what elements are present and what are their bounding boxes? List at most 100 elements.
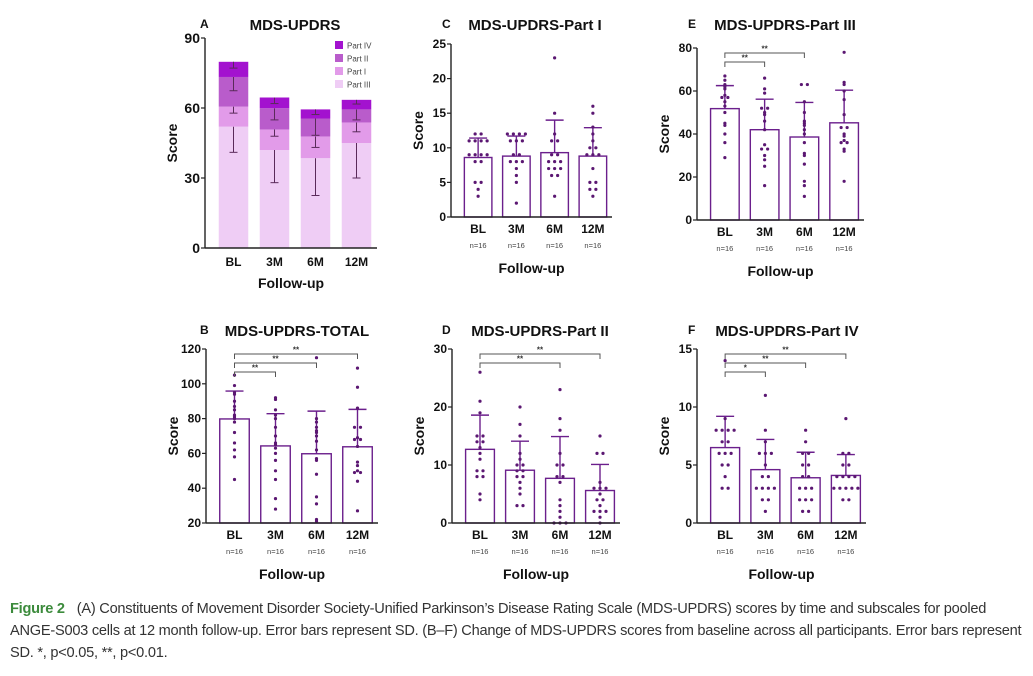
data-point — [723, 359, 727, 363]
data-point — [514, 201, 518, 205]
data-point — [845, 141, 849, 145]
data-point — [598, 434, 602, 438]
data-point — [595, 498, 599, 502]
data-point — [804, 486, 808, 490]
data-point — [763, 463, 767, 467]
panel-letter: B — [200, 323, 209, 337]
y-tick-label: 60 — [679, 84, 693, 98]
data-point — [842, 98, 846, 102]
significance-label: ** — [272, 355, 279, 364]
data-point — [850, 486, 854, 490]
data-point — [604, 509, 608, 513]
data-point — [517, 132, 521, 136]
data-point — [511, 153, 515, 157]
x-tick-label: BL — [472, 528, 488, 542]
data-point — [801, 451, 805, 455]
data-point — [273, 469, 278, 473]
data-point — [720, 486, 724, 490]
data-point — [763, 76, 767, 80]
bar — [750, 468, 781, 524]
data-point — [558, 480, 562, 484]
data-point — [479, 132, 483, 136]
data-point — [842, 149, 846, 153]
y-tick-label: 90 — [184, 30, 200, 46]
data-point — [273, 408, 278, 412]
data-point — [232, 455, 237, 459]
data-point — [763, 393, 767, 397]
data-point — [585, 153, 589, 157]
data-point — [515, 463, 519, 467]
x-axis-label: Follow-up — [748, 566, 814, 582]
data-point — [760, 486, 764, 490]
data-point — [355, 460, 360, 464]
y-tick-label: 60 — [188, 446, 202, 460]
data-point — [804, 498, 808, 502]
data-point — [763, 164, 767, 168]
data-point — [592, 509, 596, 513]
data-point — [598, 509, 602, 513]
data-point — [760, 147, 764, 151]
caption-text: (A) Constituents of Movement Disorder So… — [10, 601, 1022, 661]
data-point — [518, 480, 522, 484]
x-tick-label: 12M — [832, 225, 855, 239]
data-point — [355, 436, 360, 440]
x-tick-label: 3M — [508, 222, 525, 236]
y-axis-label: Score — [164, 123, 180, 162]
significance-label: * — [744, 364, 748, 373]
n-label: n=16 — [584, 241, 601, 250]
legend-swatch — [335, 41, 343, 49]
data-point — [358, 437, 363, 442]
data-point — [314, 519, 319, 523]
data-point — [473, 132, 477, 136]
data-point — [550, 153, 554, 157]
y-tick-label: 10 — [434, 458, 448, 472]
significance-label: ** — [293, 346, 300, 355]
data-point — [766, 486, 770, 490]
data-point — [717, 451, 721, 455]
bar-segment-part-i — [218, 106, 249, 127]
data-point — [514, 166, 518, 171]
significance-label: ** — [742, 54, 749, 63]
n-label: n=16 — [508, 241, 525, 250]
n-label: n=16 — [546, 241, 563, 250]
data-point — [273, 443, 278, 447]
data-point — [314, 458, 319, 462]
significance-bracket — [724, 362, 807, 368]
x-tick-label: 3M — [756, 225, 773, 239]
n-label: n=16 — [512, 547, 529, 556]
significance-bracket — [479, 353, 601, 359]
data-point — [559, 160, 563, 164]
data-point — [314, 356, 319, 360]
data-point — [473, 180, 477, 184]
data-point — [558, 417, 562, 421]
data-point — [763, 113, 767, 117]
data-point — [856, 486, 860, 490]
bar-segment-part-i — [259, 129, 290, 150]
data-point — [478, 451, 482, 455]
x-tick-label: 6M — [797, 528, 814, 542]
legend-swatch — [335, 80, 343, 88]
data-point — [842, 50, 846, 54]
data-point — [553, 132, 557, 136]
n-label: n=16 — [552, 547, 569, 556]
data-point — [355, 463, 360, 468]
x-tick-label: 3M — [267, 528, 284, 542]
x-tick-label: 12M — [346, 528, 369, 542]
data-point — [467, 139, 471, 143]
data-point — [841, 498, 845, 502]
data-point — [591, 139, 595, 143]
data-point — [807, 475, 811, 479]
data-point — [842, 113, 846, 117]
data-point — [473, 153, 477, 157]
data-point — [273, 446, 278, 450]
data-point — [772, 486, 776, 490]
data-point — [232, 430, 237, 435]
data-point — [355, 385, 360, 389]
data-point — [838, 486, 842, 490]
data-point — [841, 463, 845, 467]
data-point — [804, 428, 808, 432]
data-point — [523, 132, 527, 136]
data-point — [604, 486, 608, 490]
data-point — [556, 153, 560, 157]
data-point — [802, 132, 806, 136]
